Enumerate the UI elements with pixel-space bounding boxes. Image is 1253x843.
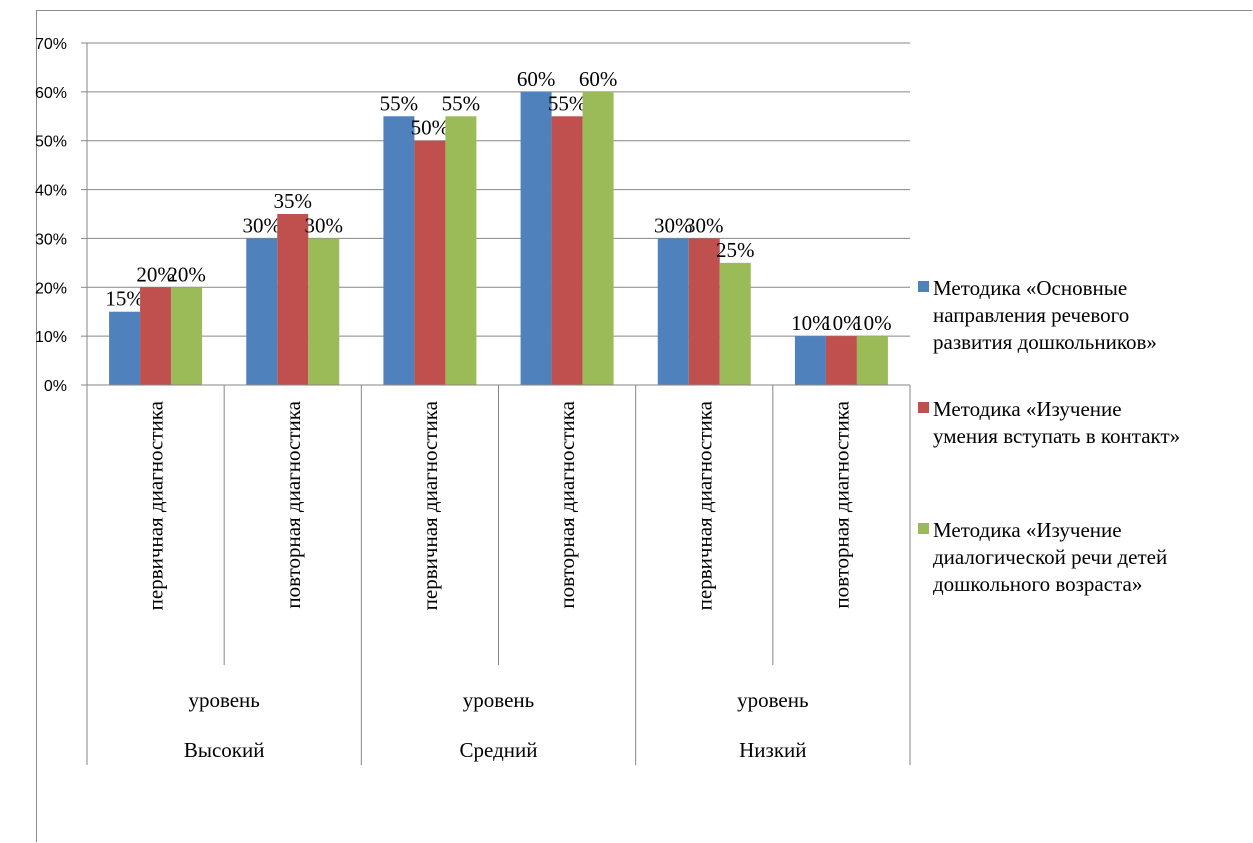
data-label: 60% [579,67,618,91]
legend-swatch [918,523,929,534]
legend-entry-text: Методика «Основные [933,276,1127,300]
y-tick-label: 20% [35,280,67,297]
bar [826,336,857,385]
data-label: 30% [305,213,344,237]
bar [552,116,583,385]
legend-swatch [918,402,929,413]
x-category-label: первичная диагностика [418,400,442,610]
bar [720,263,751,385]
bar [277,214,308,385]
bar [171,287,202,385]
bar [246,238,277,385]
y-tick-label: 70% [35,36,67,53]
x-group-label: Высокий [184,738,265,762]
x-category-label: повторная диагностика [555,400,579,608]
data-label: 50% [411,116,450,140]
data-label: 55% [380,91,419,115]
x-sublevel-label: уровень [463,688,534,712]
bar [140,287,171,385]
bar [308,238,339,385]
x-group-label: Средний [460,738,538,762]
bar [383,116,414,385]
x-category-label: первичная диагностика [692,400,716,610]
y-tick-label: 10% [35,329,67,346]
bar [857,336,888,385]
data-label: 35% [274,189,313,213]
bar [109,312,140,385]
bar [658,238,689,385]
y-tick-label: 50% [35,134,67,151]
bar [583,92,614,385]
data-label: 55% [442,91,481,115]
y-tick-label: 60% [35,85,67,102]
x-category-label: повторная диагностика [281,400,305,608]
x-group-label: Низкий [739,738,806,762]
y-tick-label: 0% [44,378,67,395]
legend-entry-text: диалогической речи детей [933,545,1167,569]
x-sublevel-label: уровень [737,688,808,712]
legend-entry-text: Методика «Изучение [933,397,1122,421]
y-tick-label: 40% [35,183,67,200]
x-sublevel-label: уровень [188,688,259,712]
bar [414,141,445,385]
legend-entry-text: дошкольного возраста» [933,572,1142,596]
bar [445,116,476,385]
legend-entry-text: Методика «Изучение [933,518,1122,542]
data-label: 60% [517,67,556,91]
data-label: 20% [167,262,206,286]
data-label: 10% [853,311,892,335]
y-tick-label: 30% [35,231,67,248]
data-label: 15% [105,287,144,311]
x-category-label: повторная диагностика [829,400,853,608]
bar [795,336,826,385]
data-label: 30% [243,213,282,237]
legend-entry-text: умения вступать в контакт» [933,424,1180,448]
data-label: 30% [685,213,724,237]
data-label: 55% [548,91,587,115]
legend-swatch [918,281,929,292]
legend-entry-text: развития дошкольников» [933,330,1157,354]
x-category-label: первичная диагностика [144,400,168,610]
legend-entry-text: направления речевого [933,303,1129,327]
bar [521,92,552,385]
data-label: 25% [716,238,755,262]
